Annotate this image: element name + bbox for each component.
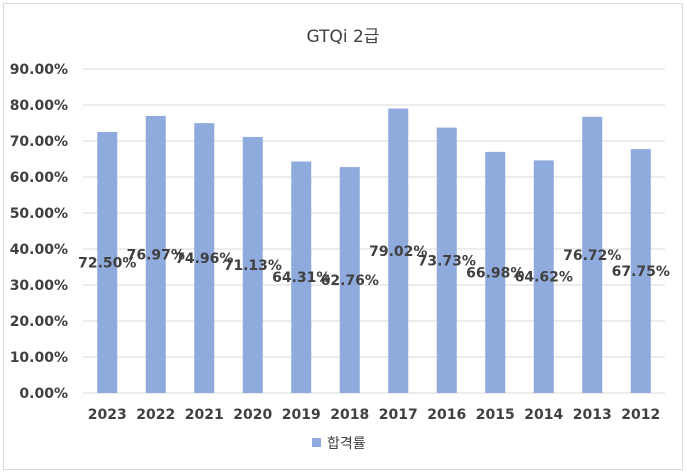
y-tick-label: 50.00% (10, 206, 68, 222)
x-tick-label: 2012 (621, 407, 660, 423)
x-tick-label: 2020 (233, 407, 272, 423)
data-label: 79.02% (369, 244, 427, 260)
y-axis-ticks: 0.00% 10.00% 20.00% 30.00% 40.00% 50.00% 60.00… (10, 62, 68, 402)
bar (582, 116, 603, 394)
x-axis-ticks: 2023 2022 2021 2020 2019 2018 2017 2016 2015 2014… (88, 407, 660, 423)
bar (485, 151, 506, 393)
bar (194, 123, 215, 394)
bar (533, 160, 554, 393)
bar (291, 161, 312, 393)
data-label: 71.13% (224, 258, 282, 274)
bar (145, 115, 166, 394)
y-tick-label: 60.00% (10, 170, 68, 186)
bar (630, 149, 651, 393)
y-tick-label: 40.00% (10, 242, 68, 258)
x-tick-label: 2015 (476, 407, 515, 423)
chart-title: GTQi 2급 (307, 27, 380, 47)
x-tick-label: 2022 (136, 407, 175, 423)
gridlines (83, 68, 665, 394)
data-label: 64.31% (272, 270, 330, 286)
data-label: 73.73% (418, 253, 476, 269)
data-label: 66.98% (466, 265, 524, 281)
bar (97, 132, 118, 393)
y-tick-label: 10.00% (10, 350, 68, 366)
x-tick-label: 2023 (88, 407, 127, 423)
y-tick-label: 0.00% (19, 386, 68, 402)
x-tick-label: 2017 (379, 407, 418, 423)
bar (436, 127, 457, 394)
data-label: 76.97% (127, 247, 185, 263)
x-tick-label: 2013 (573, 407, 612, 423)
x-tick-label: 2019 (282, 407, 321, 423)
bar (339, 167, 360, 393)
y-tick-label: 30.00% (10, 278, 68, 294)
data-label: 76.72% (563, 248, 621, 264)
x-tick-label: 2018 (330, 407, 369, 423)
bar (388, 108, 409, 393)
x-tick-label: 2016 (427, 407, 466, 423)
y-tick-label: 70.00% (10, 134, 68, 150)
bar (242, 136, 263, 393)
data-label: 72.50% (78, 256, 136, 272)
x-tick-label: 2021 (185, 407, 224, 423)
y-tick-label: 90.00% (10, 62, 68, 78)
y-tick-label: 80.00% (10, 98, 68, 114)
data-labels: 72.50%76.97%74.96%71.13%64.31%62.76% 79.0… (78, 244, 670, 289)
legend: 합격률 (312, 436, 366, 452)
bars (97, 108, 651, 394)
legend-swatch (312, 438, 321, 447)
data-label: 74.96% (175, 251, 233, 267)
data-label: 64.62% (515, 270, 573, 286)
legend-label: 합격률 (327, 436, 366, 452)
data-label: 67.75% (612, 264, 670, 280)
data-label: 62.76% (321, 273, 379, 289)
y-tick-label: 20.00% (10, 314, 68, 330)
x-tick-label: 2014 (524, 407, 563, 423)
